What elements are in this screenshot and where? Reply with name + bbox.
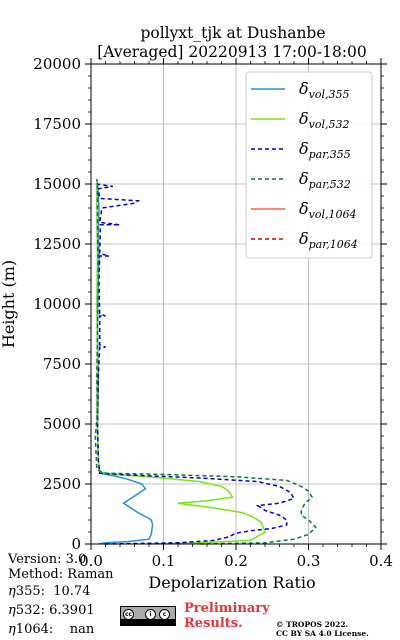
series-layer — [94, 179, 317, 545]
copyright-line1: © TROPOS 2022. — [276, 620, 349, 629]
x-tick-label: 0.1 — [152, 552, 176, 570]
y-tick-label: 0 — [71, 535, 81, 553]
eta1064-line: η1064: nan — [8, 622, 94, 637]
eta532-text: 532: 6.3901 — [15, 603, 95, 618]
legend-label: δvol,1064 — [299, 199, 357, 221]
y-tick-label: 12500 — [33, 235, 81, 253]
eta-symbol: η — [8, 603, 16, 618]
legend-label: δpar,532 — [299, 169, 351, 191]
legend-label: δvol,355 — [299, 79, 350, 101]
series-line-vol-532 — [96, 179, 266, 545]
preliminary-results-note: Preliminary Results. — [184, 601, 270, 631]
preliminary-line2: Results. — [184, 616, 243, 631]
series-line-vol-355 — [96, 179, 154, 545]
eta1064-text: 1064: nan — [15, 622, 95, 637]
y-tick-label: 5000 — [43, 415, 81, 433]
y-axis-label: Height (m) — [0, 260, 18, 348]
method-text: Method: Raman — [8, 567, 114, 582]
tick-layer: 0.0 0.1 0.2 0.3 0.4 0 2500 5000 7500 10000 12500 15… — [33, 55, 393, 570]
preliminary-line1: Preliminary — [184, 601, 270, 616]
x-tick-label: 0.4 — [369, 552, 393, 570]
legend-label: δvol,532 — [299, 109, 350, 131]
copyright-note: © TROPOS 2022. CC BY SA 4.0 License. — [276, 620, 369, 638]
chart-title-line2: [Averaged] 20220913 17:00-18:00 — [97, 43, 367, 61]
legend-label: δpar,355 — [299, 139, 351, 161]
legend: δvol,355 δvol,532 δpar,355 δpar,532 δvol,106… — [245, 71, 373, 259]
x-tick-label: 0.0 — [79, 552, 103, 570]
y-tick-label: 15000 — [33, 175, 81, 193]
eta355-text: 355: 10.74 — [15, 584, 91, 599]
x-tick-label: 0.3 — [297, 552, 321, 570]
y-tick-label: 7500 — [43, 355, 81, 373]
y-tick-label: 20000 — [33, 55, 81, 73]
x-tick-label: 0.2 — [224, 552, 248, 570]
legend-label: δpar,1064 — [299, 229, 358, 251]
cc-license-badge: cc i c — [120, 606, 176, 626]
series-line-par-355 — [96, 183, 296, 545]
copyright-line2: CC BY SA 4.0 License. — [276, 629, 369, 638]
eta-symbol: η — [8, 622, 16, 637]
cc-band — [121, 619, 175, 625]
eta532-line: η532: 6.3901 — [8, 603, 95, 618]
x-axis-label: Depolarization Ratio — [148, 573, 315, 592]
y-tick-label: 2500 — [43, 475, 81, 493]
chart-title-line1: pollyxt_tjk at Dushanbe — [140, 24, 325, 42]
version-text: Version: 3.0 — [8, 552, 87, 567]
y-tick-label: 10000 — [33, 295, 81, 313]
eta-symbol: η — [8, 584, 16, 599]
eta355-line: η355: 10.74 — [8, 584, 90, 599]
y-tick-label: 17500 — [33, 115, 81, 133]
series-line-par-532 — [94, 179, 317, 545]
